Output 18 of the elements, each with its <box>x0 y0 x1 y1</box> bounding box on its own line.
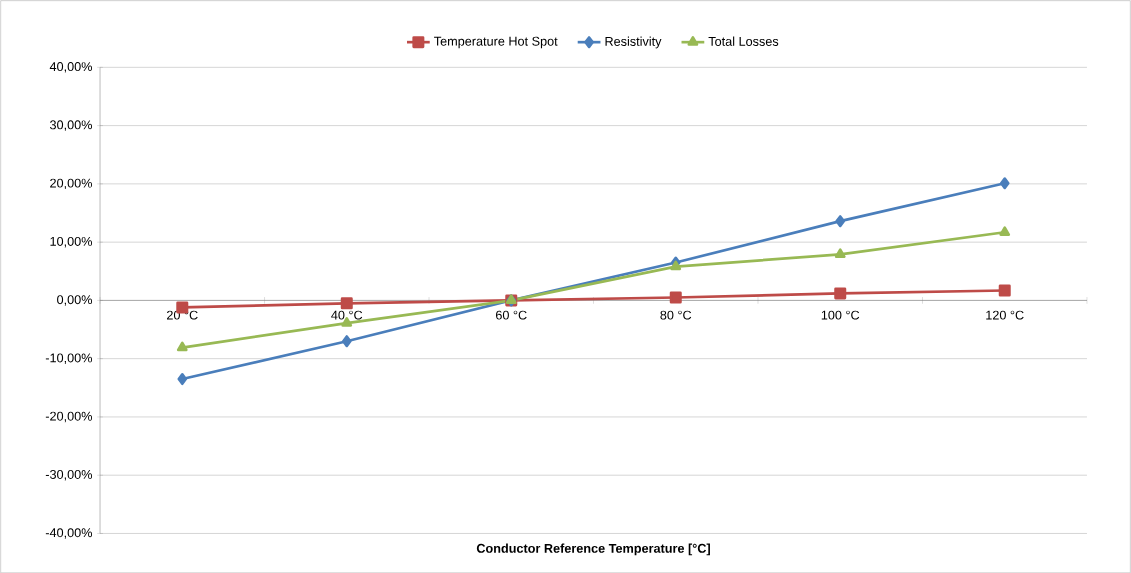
x-tick-label: 100 °C <box>821 310 860 320</box>
x-tick-label: 40 °C <box>331 310 363 320</box>
x-tick-label: 120 °C <box>986 310 1024 320</box>
legend-label: Temperature Hot Spot <box>434 36 558 48</box>
y-tick-label: -40,00% <box>45 528 93 539</box>
y-tick-label: 40,00% <box>49 61 93 73</box>
y-tick-label: 10,00% <box>50 236 93 248</box>
y-tick-label: 20,00% <box>50 178 93 189</box>
x-tick-label: 80 °C <box>660 310 692 320</box>
legend-label: Total Losses <box>708 36 779 46</box>
y-tick-label: 0,00% <box>57 294 93 306</box>
y-tick-label: 30,00% <box>49 120 93 131</box>
y-tick-label: -10,00% <box>45 353 93 364</box>
x-tick-label: 60 °C <box>496 310 527 320</box>
x-axis-title: Conductor Reference Temperature [°C] <box>476 543 710 556</box>
y-tick-label: -30,00% <box>45 469 93 481</box>
y-tick-label: -20,00% <box>45 411 93 422</box>
legend-label: Resistivity <box>605 36 662 49</box>
